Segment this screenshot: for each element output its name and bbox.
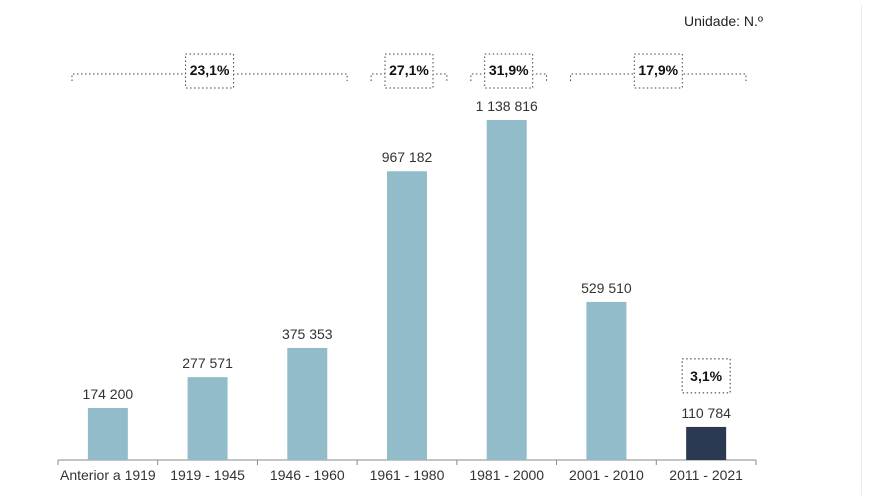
category-label-6: 2001 - 2010 [569, 467, 644, 483]
bar-5 [486, 120, 527, 460]
value-label-2: 277 571 [182, 355, 233, 371]
annotation-label: 31,9% [489, 62, 529, 78]
bar-6 [586, 301, 627, 460]
annotation-label: 23,1% [190, 62, 230, 78]
annotation-box [384, 53, 434, 89]
bar-1 [87, 407, 128, 460]
annotation-label: 3,1% [690, 368, 722, 384]
annotation-label: 17,9% [638, 62, 678, 78]
bar-7 [686, 426, 727, 460]
bar-2 [187, 377, 228, 460]
value-label-6: 529 510 [581, 280, 632, 296]
value-label-1: 174 200 [83, 386, 134, 402]
annotation-box [185, 53, 235, 89]
annotation-box [681, 358, 731, 394]
right-divider [861, 5, 862, 495]
annotation-box [633, 53, 683, 89]
unit-label: Unidade: N.º [684, 13, 764, 29]
value-label-7: 110 784 [681, 405, 731, 421]
value-label-3: 375 353 [282, 326, 333, 342]
category-label-5: 1981 - 2000 [469, 467, 544, 483]
value-label-5: 1 138 816 [476, 98, 538, 114]
category-label-7: 2011 - 2021 [669, 467, 743, 483]
category-label-2: 1919 - 1945 [170, 467, 245, 483]
annotation-label: 27,1% [389, 62, 429, 78]
bar-4 [387, 171, 427, 460]
bar-3 [287, 347, 328, 460]
category-label-1: Anterior a 1919 [60, 467, 156, 483]
category-label-3: 1946 - 1960 [270, 467, 345, 483]
annotation-box [484, 53, 534, 89]
value-label-4: 967 182 [382, 149, 433, 165]
category-label-4: 1961 - 1980 [370, 467, 445, 483]
